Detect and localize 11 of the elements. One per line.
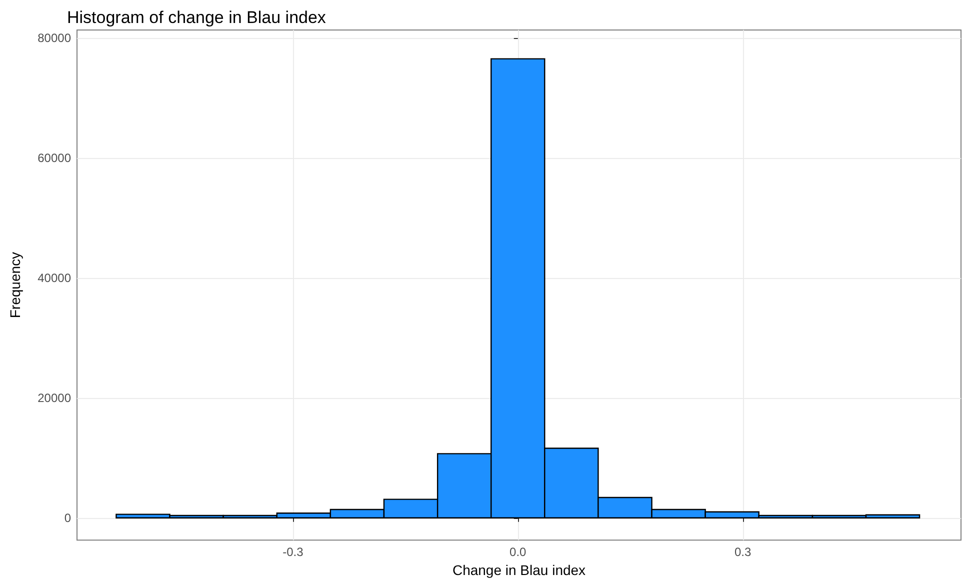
x-axis-title: Change in Blau index <box>452 562 586 578</box>
x-tick-label: 0.3 <box>734 545 752 560</box>
y-tick-label: 20000 <box>38 390 72 405</box>
y-tick-label: 0 <box>64 510 72 525</box>
y-tick-label: 40000 <box>38 270 72 285</box>
x-tick-label: -0.3 <box>282 545 304 560</box>
y-tick-label: 60000 <box>38 150 72 165</box>
y-axis-title: Frequency <box>7 252 23 318</box>
y-tick-label: 80000 <box>38 30 72 45</box>
x-tick-label: 0.0 <box>510 545 527 560</box>
chart-title: Histogram of change in Blau index <box>67 8 326 27</box>
